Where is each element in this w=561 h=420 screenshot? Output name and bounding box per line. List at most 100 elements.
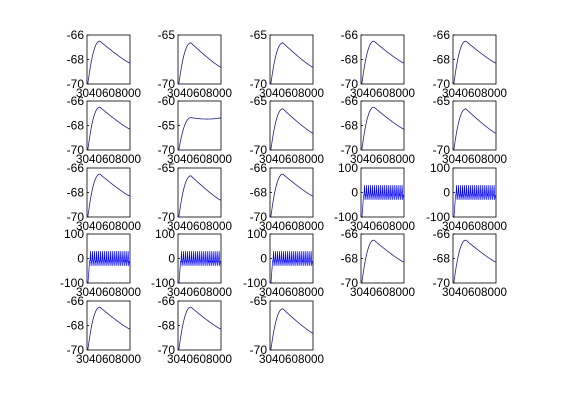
- xtick-label: 3040608000: [259, 285, 324, 299]
- ytick-label: -66: [67, 94, 85, 108]
- xtick-label: 3040608000: [442, 219, 507, 233]
- series-line: [87, 173, 131, 218]
- series-line: [87, 251, 130, 283]
- ytick-label: -70: [158, 143, 176, 157]
- axes-box: [452, 100, 497, 151]
- ytick-label: -70: [250, 343, 268, 357]
- ytick-label: -100: [334, 210, 358, 224]
- ytick-label: -70: [341, 77, 359, 91]
- ytick-label: 0: [351, 186, 358, 200]
- series-line: [270, 42, 314, 85]
- ytick-label: -70: [341, 143, 359, 157]
- ytick-label: -100: [60, 276, 84, 290]
- series-line: [87, 106, 131, 151]
- ytick-label: -66: [433, 28, 451, 42]
- axes-box: [269, 34, 314, 85]
- ytick-label: -66: [433, 227, 451, 241]
- axes-box: [452, 233, 497, 284]
- xtick-label: 3040608000: [350, 86, 415, 100]
- ytick-label: -100: [426, 210, 450, 224]
- axes-box: [269, 167, 314, 218]
- series-line: [87, 40, 131, 85]
- axes-box: [360, 100, 405, 151]
- ytick-label: -68: [433, 252, 451, 266]
- series-line: [178, 175, 222, 218]
- series-line: [453, 239, 497, 284]
- ytick-label: -70: [67, 77, 85, 91]
- xtick-label: 3040608000: [167, 219, 232, 233]
- ytick-label: -70: [158, 343, 176, 357]
- axes-box: [86, 167, 131, 218]
- ytick-label: -68: [67, 119, 85, 133]
- axes-box: [269, 100, 314, 151]
- ytick-label: -70: [341, 276, 359, 290]
- xtick-label: 3040608000: [259, 352, 324, 366]
- xtick-label: 3040608000: [167, 86, 232, 100]
- xtick-label: 3040608000: [350, 152, 415, 166]
- ytick-label: -68: [341, 53, 359, 67]
- series-line: [453, 40, 497, 85]
- ytick-label: -66: [341, 94, 359, 108]
- ytick-label: -68: [341, 252, 359, 266]
- series-line: [270, 108, 314, 151]
- series-line: [361, 40, 405, 85]
- ytick-label: -60: [158, 94, 176, 108]
- xtick-label: 3040608000: [442, 285, 507, 299]
- ytick-label: -65: [158, 161, 176, 175]
- series-line: [453, 185, 496, 217]
- xtick-label: 3040608000: [442, 152, 507, 166]
- ytick-label: -70: [158, 77, 176, 91]
- ytick-label: -68: [67, 319, 85, 333]
- ytick-label: -68: [67, 53, 85, 67]
- axes-box: [86, 100, 131, 151]
- ytick-label: -65: [250, 94, 268, 108]
- ytick-label: 0: [260, 252, 267, 266]
- ytick-label: -100: [243, 276, 267, 290]
- ytick-label: -70: [250, 210, 268, 224]
- ytick-label: -68: [158, 319, 176, 333]
- series-line: [270, 251, 313, 283]
- ytick-label: -68: [250, 186, 268, 200]
- ytick-label: -65: [250, 294, 268, 308]
- ytick-label: -65: [250, 28, 268, 42]
- ytick-label: -66: [67, 294, 85, 308]
- axes-box: [86, 300, 131, 351]
- xtick-label: 3040608000: [259, 86, 324, 100]
- axes-box: [269, 300, 314, 351]
- ytick-label: -70: [250, 143, 268, 157]
- series-line: [178, 42, 222, 85]
- xtick-label: 3040608000: [76, 352, 141, 366]
- ytick-label: 100: [155, 227, 175, 241]
- xtick-label: 3040608000: [76, 285, 141, 299]
- ytick-label: -68: [433, 53, 451, 67]
- ytick-label: -66: [341, 28, 359, 42]
- ytick-label: -68: [341, 119, 359, 133]
- xtick-label: 3040608000: [167, 285, 232, 299]
- ytick-label: -70: [67, 343, 85, 357]
- xtick-label: 3040608000: [442, 86, 507, 100]
- series-line: [178, 251, 221, 283]
- xtick-label: 3040608000: [76, 86, 141, 100]
- ytick-label: -68: [67, 186, 85, 200]
- xtick-label: 3040608000: [259, 152, 324, 166]
- xtick-label: 3040608000: [167, 152, 232, 166]
- ytick-label: -70: [433, 276, 451, 290]
- ytick-label: 100: [64, 227, 84, 241]
- axes-box: [86, 34, 131, 85]
- ytick-label: -66: [341, 227, 359, 241]
- ytick-label: -70: [250, 77, 268, 91]
- ytick-label: -66: [158, 294, 176, 308]
